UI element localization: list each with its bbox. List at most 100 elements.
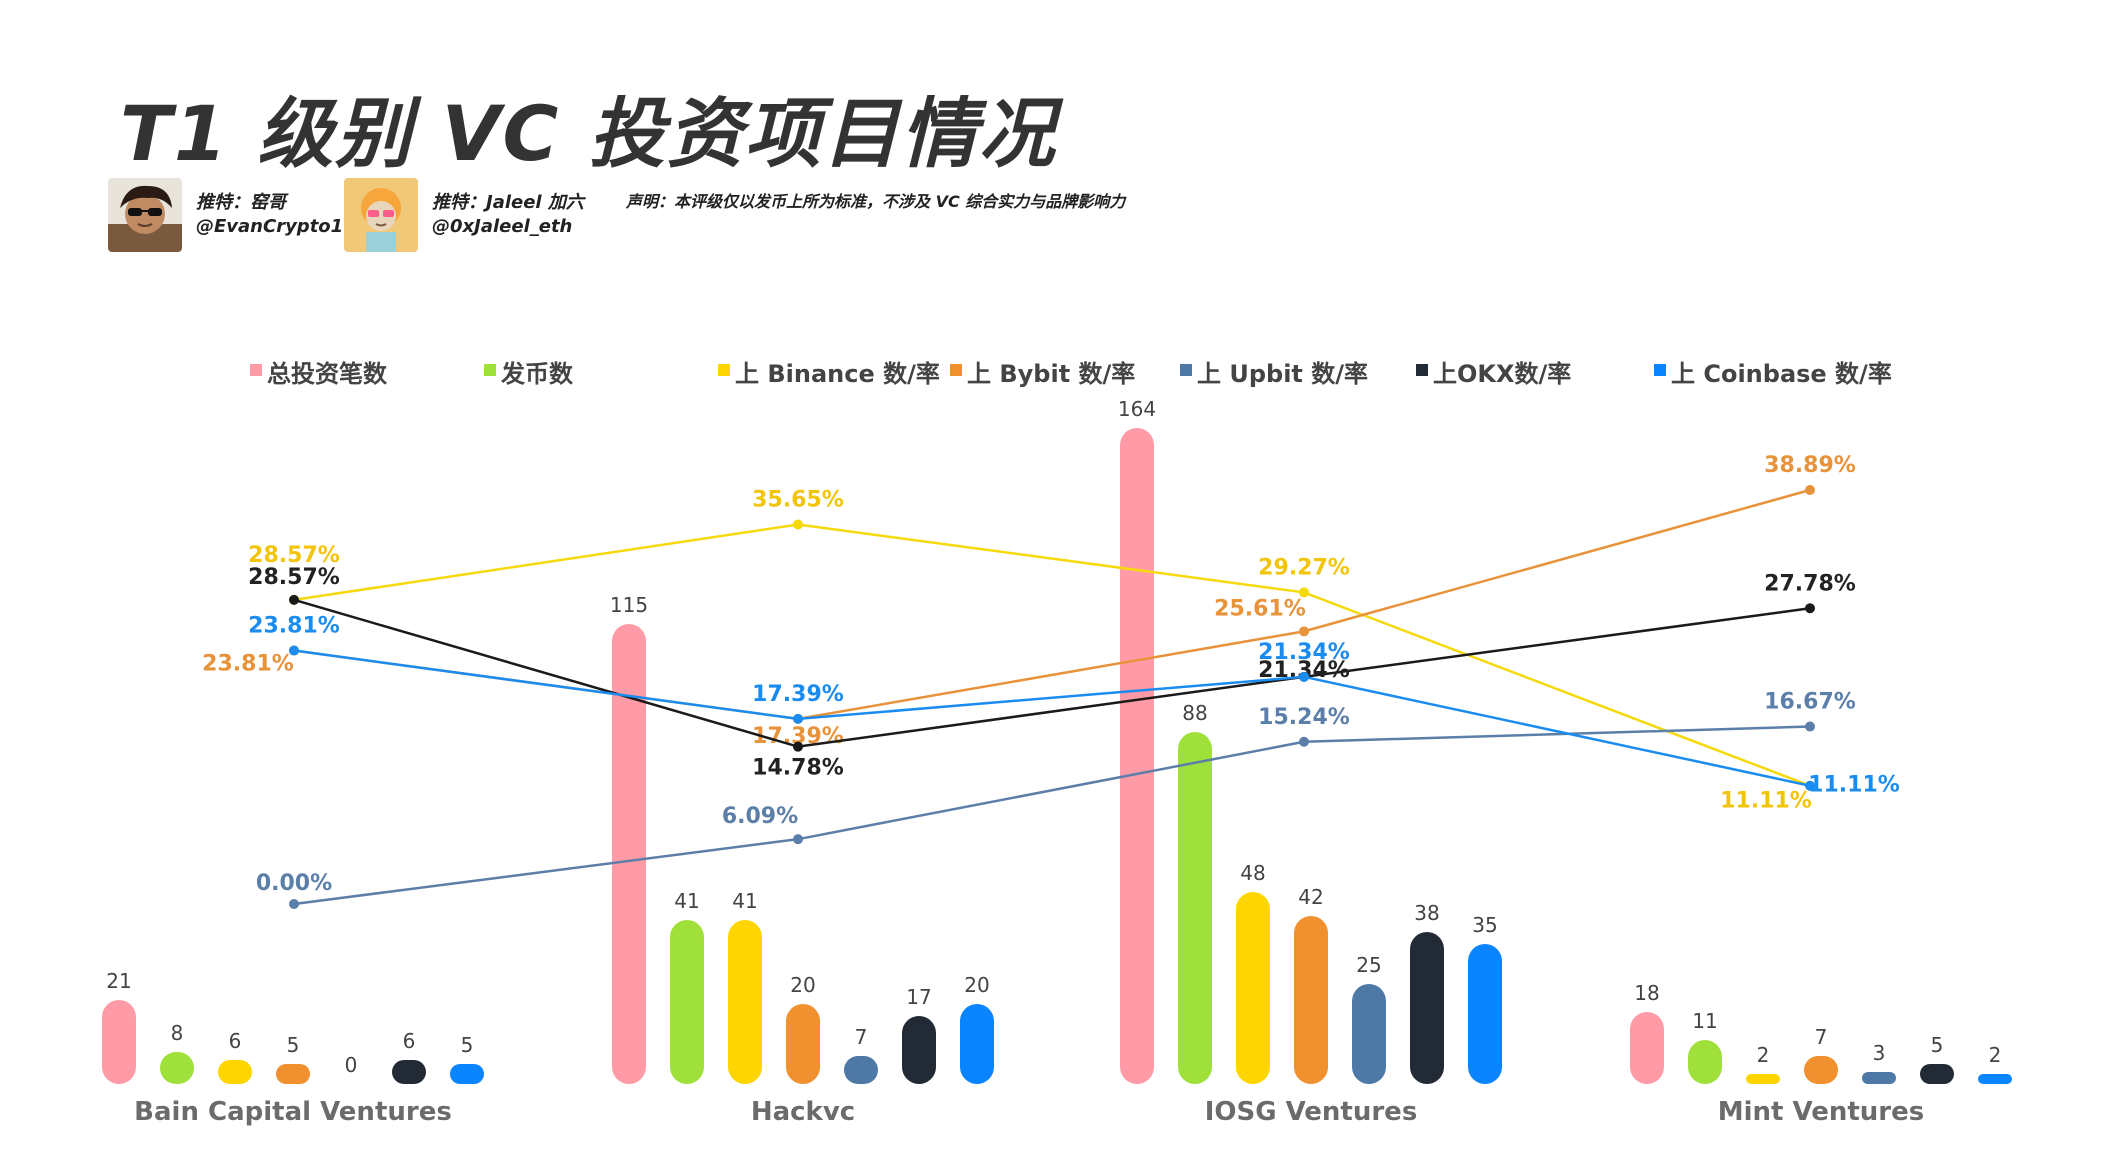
bar-label-0-2: 6 <box>229 1029 242 1053</box>
bar-label-3-0: 18 <box>1634 981 1659 1005</box>
bar-0-3 <box>276 1064 310 1084</box>
legend-label-0: 总投资笔数 <box>267 360 388 388</box>
bar-3-5 <box>1920 1064 1954 1084</box>
bar-label-3-6: 2 <box>1989 1043 2002 1067</box>
line-label-0-0: 28.57% <box>248 543 340 568</box>
line-series-0 <box>293 523 1811 787</box>
avatar-cartoon-ape-icon <box>344 178 418 252</box>
bar-label-0-3: 5 <box>287 1033 300 1057</box>
disclaimer-text: 声明：本评级仅以发币上所为标准，不涉及 VC 综合实力与品牌影响力 <box>626 192 1126 211</box>
line-point-4-0 <box>289 645 299 656</box>
line-point-4-2 <box>1299 671 1309 682</box>
bar-label-3-4: 3 <box>1873 1041 1886 1065</box>
bar-label-1-4: 7 <box>855 1025 868 1049</box>
line-point-3-0 <box>289 594 299 605</box>
bar-3-3 <box>1804 1056 1838 1084</box>
line-point-3-3 <box>1805 603 1815 614</box>
line-series-3 <box>293 598 1811 748</box>
bar-label-2-6: 35 <box>1472 913 1497 937</box>
bar-1-6 <box>960 1004 994 1084</box>
line-point-2-1 <box>793 834 803 845</box>
bar-1-2 <box>728 920 762 1084</box>
legend-label-6: 上 Coinbase 数/率 <box>1671 360 1892 388</box>
author-handle-2: @0xJaleel_eth <box>432 216 573 237</box>
line-point-1-3 <box>1805 485 1815 495</box>
bar-label-1-6: 20 <box>964 973 989 997</box>
category-label-0: Bain Capital Ventures <box>134 1097 452 1127</box>
legend-swatch-0 <box>250 364 262 376</box>
bar-label-0-0: 21 <box>106 969 131 993</box>
legend-label-5: 上OKX数/率 <box>1433 360 1571 388</box>
legend-label-3: 上 Bybit 数/率 <box>967 360 1135 388</box>
bar-3-0 <box>1630 1012 1664 1084</box>
line-series-2 <box>293 725 1811 906</box>
line-point-3-1 <box>793 741 803 752</box>
line-point-2-2 <box>1299 736 1309 747</box>
line-label-4-2: 21.34% <box>1258 640 1350 665</box>
bar-label-0-6: 5 <box>461 1033 474 1057</box>
bar-label-2-1: 88 <box>1182 701 1207 725</box>
category-label-3: Mint Ventures <box>1718 1097 1925 1127</box>
line-label-2-0: 0.00% <box>256 871 332 896</box>
line-label-0-1: 35.65% <box>752 487 844 512</box>
line-point-2-0 <box>289 899 299 909</box>
bar-label-1-1: 41 <box>674 889 699 913</box>
bar-label-1-0: 115 <box>610 593 648 617</box>
bar-label-2-2: 48 <box>1240 861 1265 885</box>
legend-swatch-6 <box>1654 364 1666 376</box>
bar-0-5 <box>392 1060 426 1084</box>
author-card-2: 推特：Jaleel 加六 @0xJaleel_eth <box>344 178 584 252</box>
bar-0-1 <box>160 1052 194 1084</box>
line-point-4-3 <box>1805 780 1815 791</box>
line-label-3-1: 14.78% <box>752 756 844 781</box>
bar-2-1 <box>1178 732 1212 1084</box>
bar-label-0-5: 6 <box>403 1029 416 1053</box>
legend-swatch-5 <box>1416 364 1428 376</box>
category-label-2: IOSG Ventures <box>1205 1097 1418 1127</box>
author-card-1: 推特：窑哥 @EvanCrypto17 <box>108 178 356 252</box>
line-label-3-0: 28.57% <box>248 565 340 590</box>
bar-3-6 <box>1978 1074 2012 1084</box>
bar-2-4 <box>1352 984 1386 1084</box>
bar-label-3-5: 5 <box>1931 1033 1944 1057</box>
bar-2-2 <box>1236 892 1270 1084</box>
line-label-1-3: 38.89% <box>1764 453 1856 478</box>
bar-1-4 <box>844 1056 878 1084</box>
author-name-2: 推特：Jaleel 加六 <box>432 192 584 213</box>
line-point-0-1 <box>793 519 803 530</box>
bar-1-0 <box>612 624 646 1084</box>
bar-3-4 <box>1862 1072 1896 1084</box>
bar-label-2-0: 164 <box>1118 397 1156 421</box>
bar-2-3 <box>1294 916 1328 1084</box>
category-label-1: Hackvc <box>751 1097 855 1127</box>
line-label-2-1: 6.09% <box>722 804 798 829</box>
legend-label-4: 上 Upbit 数/率 <box>1197 360 1368 388</box>
bar-label-3-1: 11 <box>1692 1009 1717 1033</box>
bar-0-6 <box>450 1064 484 1084</box>
bar-label-3-2: 2 <box>1757 1043 1770 1067</box>
bar-label-2-4: 25 <box>1356 953 1381 977</box>
bar-label-0-1: 8 <box>171 1021 184 1045</box>
line-series-4 <box>293 649 1811 787</box>
line-label-4-1: 17.39% <box>752 682 844 707</box>
page-title: T1 级别 VC 投资项目情况 <box>120 89 1057 178</box>
legend-swatch-2 <box>718 364 730 376</box>
line-label-0-3: 11.11% <box>1720 789 1812 814</box>
bar-0-2 <box>218 1060 252 1084</box>
bar-label-3-3: 7 <box>1815 1025 1828 1049</box>
bar-label-2-3: 42 <box>1298 885 1323 909</box>
line-label-1-2: 25.61% <box>1214 596 1306 621</box>
line-point-4-1 <box>793 713 803 724</box>
bar-label-1-2: 41 <box>732 889 757 913</box>
line-label-0-2: 29.27% <box>1258 555 1350 580</box>
legend-label-2: 上 Binance 数/率 <box>735 360 940 388</box>
bar-label-2-5: 38 <box>1414 901 1439 925</box>
bar-0-0 <box>102 1000 136 1084</box>
bar-label-1-5: 17 <box>906 985 931 1009</box>
legend-swatch-1 <box>484 364 496 376</box>
line-series-1 <box>293 488 1811 721</box>
bar-1-1 <box>670 920 704 1084</box>
author-handle-1: @EvanCrypto17 <box>196 216 356 237</box>
bar-1-3 <box>786 1004 820 1084</box>
